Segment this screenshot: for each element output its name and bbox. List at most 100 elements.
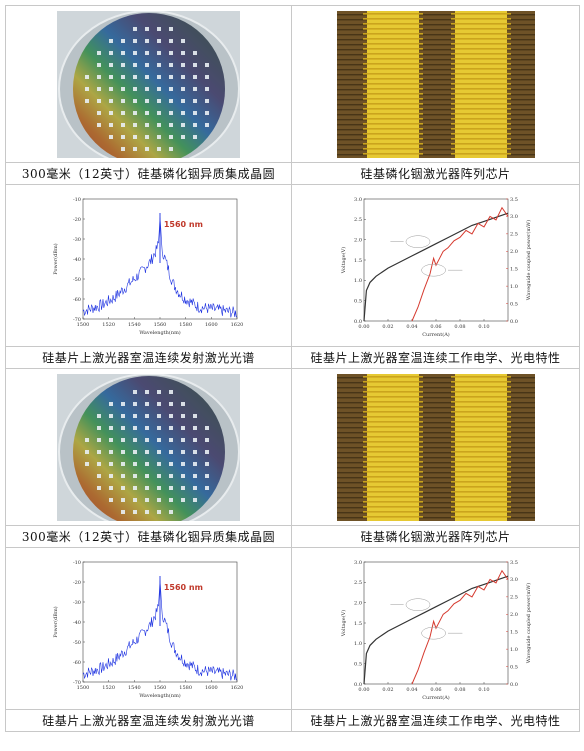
wafer-image-cell <box>5 368 292 526</box>
chip-image-cell <box>291 5 580 163</box>
chip-pad-stripe <box>362 77 423 80</box>
chip-pad-stripe <box>362 455 423 458</box>
chip-pad-stripe <box>362 132 423 135</box>
wafer-die <box>97 74 101 79</box>
spectrum-y-tick-label: -50 <box>72 276 80 282</box>
wafer-die <box>193 473 197 478</box>
wafer-die <box>205 62 209 67</box>
wafer-die <box>169 425 173 430</box>
chip-trace <box>336 63 535 65</box>
chip-pad-stripe <box>362 470 423 473</box>
liv-y2-tick-label: 1.5 <box>510 266 518 272</box>
chip-pad-stripe <box>450 27 511 30</box>
wafer-die <box>145 38 149 43</box>
chip-pad-stripe <box>450 47 511 50</box>
liv-y2-tick-label: 0.5 <box>510 664 518 670</box>
liv-x-tick-label: 0.08 <box>454 687 465 693</box>
chip-trace <box>336 416 535 418</box>
chip-pad-stripe <box>450 515 511 518</box>
wafer-die <box>145 485 149 490</box>
wafer-drawing <box>57 10 240 158</box>
chip-pad-stripe <box>362 17 423 20</box>
chip-pad-stripe <box>450 430 511 433</box>
wafer-die <box>169 50 173 55</box>
wafer-die <box>157 74 161 79</box>
chip-pad-stripe <box>450 37 511 40</box>
chip-trace <box>336 446 535 448</box>
chip-trace <box>336 456 535 458</box>
wafer-die <box>181 485 185 490</box>
chip-pad-stripe <box>362 102 423 105</box>
liv-y2-tick-label: 0.5 <box>510 301 518 307</box>
spectrum-x-tick-label: 1520 <box>102 322 115 328</box>
chip-pad-stripe <box>450 87 511 90</box>
wafer-die <box>193 497 197 502</box>
chip-photo <box>336 10 535 158</box>
wafer-die <box>133 74 137 79</box>
spectrum-x-tick-label: 1620 <box>230 685 243 691</box>
wafer-die <box>109 134 113 139</box>
wafer-die <box>193 110 197 115</box>
wafer-die <box>109 98 113 103</box>
chip-pad-stripe <box>450 485 511 488</box>
wafer-die <box>193 86 197 91</box>
wafer-die <box>145 74 149 79</box>
chip-pad-stripe <box>450 22 511 25</box>
chip-pad-stripe <box>450 82 511 85</box>
chip-pad-stripe <box>362 435 423 438</box>
spectrum-y-tick-label: -40 <box>72 619 80 625</box>
spectrum-chart-cell: 1500 1520 1540 1560 1580 1600 1620 -10 -20 -30 -40… <box>5 184 292 347</box>
liv-voltage-line <box>362 212 508 321</box>
chip-trace <box>336 476 535 478</box>
wafer-die <box>97 461 101 466</box>
wafer-die <box>157 134 161 139</box>
chip-pad-stripe <box>362 92 423 95</box>
wafer-die <box>157 437 161 442</box>
liv-x-tick-label: 0.04 <box>406 687 417 693</box>
wafer-die <box>193 74 197 79</box>
spectrum-caption: 硅基片上激光器室温连续发射激光光谱 <box>5 346 292 369</box>
wafer-die <box>169 26 173 31</box>
wafer-die <box>109 122 113 127</box>
chip-pad-stripe <box>450 470 511 473</box>
chip-trace <box>336 123 535 125</box>
liv-x-tick-label: 0.06 <box>430 324 441 330</box>
wafer-die <box>181 62 185 67</box>
chip-pad-stripe <box>450 440 511 443</box>
spectrum-peak-annotation: 1560 nm <box>163 583 202 592</box>
chip-pad-stripe <box>362 415 423 418</box>
wafer-die <box>85 437 89 442</box>
wafer-die <box>109 86 113 91</box>
wafer-caption: 300毫米（12英寸）硅基磷化铟异质集成晶圆 <box>5 525 292 548</box>
wafer-die <box>97 98 101 103</box>
liv-x-tick-label: 0.10 <box>478 687 489 693</box>
liv-x-tick-label: 0.08 <box>454 324 465 330</box>
chip-trace <box>336 411 535 413</box>
liv-y-tick-label: 3.0 <box>354 196 362 202</box>
chip-trace <box>336 431 535 433</box>
wafer-die <box>181 413 185 418</box>
chip-trace <box>336 38 535 40</box>
liv-voltage-line <box>362 575 508 684</box>
chip-pad-stripe <box>450 117 511 120</box>
chip-pad-stripe <box>450 425 511 428</box>
spectrum-x-tick-label: 1500 <box>76 322 89 328</box>
chip-pad-stripe <box>362 375 423 378</box>
liv-x-tick-label: 0.06 <box>430 687 441 693</box>
chip-trace <box>336 68 535 70</box>
wafer-die <box>193 485 197 490</box>
chip-pad-stripe <box>450 415 511 418</box>
wafer-die <box>133 98 137 103</box>
wafer-die <box>109 74 113 79</box>
liv-y-tick-label: 0.0 <box>354 681 362 687</box>
chip-trace <box>336 98 535 100</box>
wafer-die <box>97 473 101 478</box>
liv-y-tick-label: 0.5 <box>354 661 362 667</box>
wafer-die <box>181 74 185 79</box>
wafer-drawing <box>57 373 240 521</box>
wafer-die <box>121 86 125 91</box>
wafer-die <box>169 62 173 67</box>
wafer-die <box>169 86 173 91</box>
chip-trace <box>336 436 535 438</box>
spectrum-chart: 1500 1520 1540 1560 1580 1600 1620 -10 -20 -30 -40… <box>52 559 243 698</box>
